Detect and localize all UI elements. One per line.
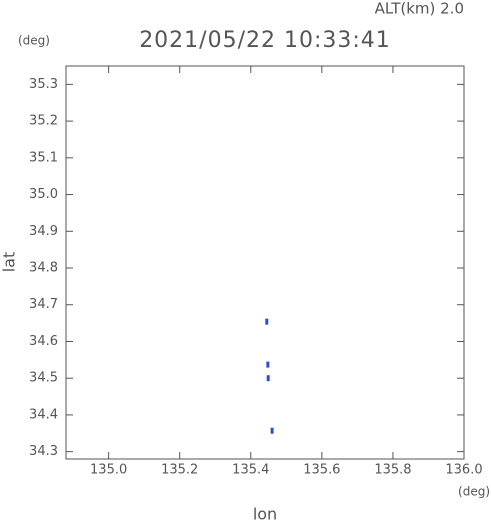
plot-frame [65, 65, 465, 460]
y-tick-label: 34.8 [29, 261, 58, 276]
x-axis-label: lon [253, 505, 277, 521]
y-tick-label: 35.3 [29, 77, 58, 92]
x-tick-label: 136.0 [445, 463, 482, 478]
y-tick-label: 34.9 [29, 224, 58, 239]
x-tick-label: 135.2 [161, 463, 198, 478]
y-axis-label: lat [0, 252, 19, 273]
data-point [265, 318, 269, 325]
data-point [270, 427, 274, 434]
y-tick-label: 34.7 [29, 297, 58, 312]
y-tick-label: 35.1 [29, 150, 58, 165]
x-tick-label: 135.8 [374, 463, 411, 478]
x-unit: (deg) [458, 485, 490, 499]
y-tick-label: 35.2 [29, 114, 58, 129]
data-point [266, 375, 270, 382]
y-tick-label: 34.6 [29, 334, 58, 349]
x-tick-label: 135.6 [303, 463, 340, 478]
y-tick-label: 34.3 [29, 444, 58, 459]
altitude-note: ALT(km) 2.0 [375, 0, 464, 18]
data-point [266, 361, 270, 368]
y-tick-label: 35.0 [29, 187, 58, 202]
y-unit: (deg) [18, 34, 50, 48]
x-tick-label: 135.0 [90, 463, 127, 478]
y-tick-label: 34.4 [29, 407, 58, 422]
y-tick-label: 34.5 [29, 371, 58, 386]
x-tick-label: 135.4 [232, 463, 269, 478]
chart-title: 2021/05/22 10:33:41 [139, 28, 391, 53]
